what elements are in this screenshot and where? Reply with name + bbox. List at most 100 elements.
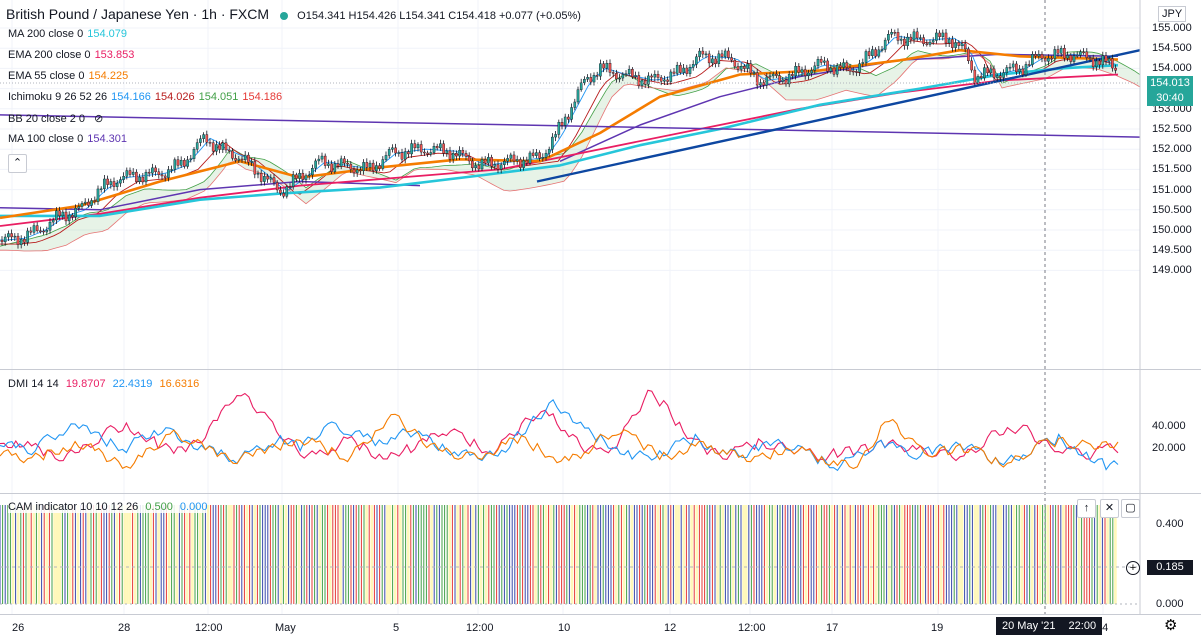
indicator-legend-item[interactable]: EMA 200 close 0 153.853	[8, 49, 134, 61]
candle-body	[183, 159, 186, 167]
time-tick-label: May	[275, 622, 296, 634]
candle-body	[499, 164, 503, 170]
candle-body	[595, 74, 599, 77]
dmi-lines	[0, 389, 1119, 472]
indicator-value: 154.225	[88, 70, 129, 82]
dmi-name[interactable]: DMI 14 14	[8, 378, 59, 390]
candle-body	[704, 53, 708, 56]
candle-body	[439, 143, 442, 149]
candle-body	[784, 79, 788, 85]
dmi-plus-value: 19.8707	[65, 378, 106, 390]
cam-name[interactable]: CAM indicator 10 10 12 26	[8, 501, 139, 513]
candle-body	[976, 76, 980, 84]
price-tick-label: 154.000	[1152, 62, 1192, 75]
add-plus-icon[interactable]: +	[1126, 561, 1140, 575]
candle-body	[77, 206, 81, 209]
candle-body	[1091, 58, 1095, 67]
candle-body	[272, 177, 276, 183]
indicator-name: Ichimoku 9 26 52 26	[8, 91, 108, 103]
candle-body	[755, 72, 759, 86]
pane-separator-dmi[interactable]	[0, 369, 1201, 370]
candle-body	[493, 164, 497, 167]
candle-body	[45, 230, 49, 233]
candle-body	[823, 60, 826, 63]
candle-body	[131, 171, 135, 175]
candle-body	[983, 67, 986, 79]
candle-body	[624, 73, 628, 75]
candle-body	[813, 65, 817, 71]
candle-body	[999, 75, 1002, 78]
currency-badge[interactable]: JPY	[1158, 6, 1187, 22]
candle-body	[448, 150, 452, 160]
candle-body	[682, 67, 685, 73]
candle-body	[359, 169, 362, 172]
candle-body	[96, 188, 100, 202]
candle-body	[803, 69, 807, 76]
candle-body	[839, 65, 842, 68]
candle-body	[135, 171, 138, 182]
candle-body	[535, 152, 538, 156]
candle-body	[23, 239, 26, 243]
ma200-line	[0, 63, 1119, 218]
maximize-pane-button[interactable]: ▢	[1121, 499, 1140, 518]
candle-body	[851, 70, 855, 73]
market-status-icon[interactable]	[280, 12, 289, 21]
candle-body	[842, 62, 845, 68]
candle-body	[899, 38, 903, 41]
candle-body	[1018, 68, 1021, 73]
candle-body	[330, 163, 333, 172]
pane-separator-cam[interactable]	[0, 493, 1201, 494]
candle-body	[237, 158, 241, 161]
time-tick-label: 19	[931, 622, 944, 634]
candle-body	[563, 116, 567, 126]
candle-body	[650, 75, 653, 78]
indicator-legend-item[interactable]: EMA 55 close 0 154.225	[8, 70, 128, 82]
candle-body	[471, 160, 474, 169]
candle-body	[544, 152, 548, 158]
candle-body	[423, 151, 426, 154]
candle-body	[576, 89, 580, 103]
candle-body	[621, 74, 625, 79]
candle-body	[0, 239, 4, 243]
indicator-name: BB 20 close 2 0	[8, 113, 86, 125]
indicator-legend-item[interactable]: MA 200 close 0 154.079	[8, 28, 127, 40]
indicator-legend-item[interactable]: Ichimoku 9 26 52 26 154.166 154.026 154.051…	[8, 91, 282, 103]
indicator-legend-item[interactable]: MA 100 close 0 154.301	[8, 133, 127, 145]
indicator-legend-item[interactable]: BB 20 close 2 0 ⊘	[8, 112, 103, 125]
candle-body	[1008, 66, 1012, 69]
candle-body	[365, 162, 369, 168]
collapse-legend-button[interactable]: ⌃	[8, 154, 27, 173]
candle-body	[432, 146, 436, 153]
time-tick-label: 5	[393, 622, 400, 634]
candle-body	[941, 32, 945, 37]
candle-body	[909, 36, 913, 41]
candle-body	[263, 176, 266, 182]
candle-body	[506, 158, 509, 162]
candle-body	[586, 77, 589, 80]
close-pane-button[interactable]: ✕	[1100, 499, 1119, 518]
dmi-series-line	[0, 389, 1119, 462]
candle-body	[637, 75, 641, 86]
candle-body	[653, 73, 657, 78]
candle-body	[835, 65, 839, 75]
candle-body	[394, 147, 397, 154]
cam-value-2: 0.000	[179, 501, 208, 513]
candle-body	[243, 154, 247, 161]
candle-body	[1002, 72, 1005, 78]
candle-body	[205, 134, 209, 143]
settings-gear-icon[interactable]: ⚙	[1164, 617, 1178, 634]
rising-trendline	[536, 49, 1141, 183]
candle-body	[634, 75, 637, 77]
hidden-eye-icon[interactable]: ⊘	[91, 113, 104, 125]
time-tick-label: 28	[118, 622, 131, 634]
move-pane-up-button[interactable]: ↑	[1077, 499, 1096, 518]
candle-body	[269, 177, 273, 180]
candle-body	[858, 63, 861, 73]
candle-body	[877, 49, 881, 57]
candle-body	[384, 155, 388, 160]
candle-body	[7, 233, 10, 238]
candle-body	[890, 32, 893, 35]
symbol-title[interactable]: British Pound / Japanese Yen · 1h · FXCM	[6, 6, 270, 22]
candle-body	[1024, 64, 1028, 75]
